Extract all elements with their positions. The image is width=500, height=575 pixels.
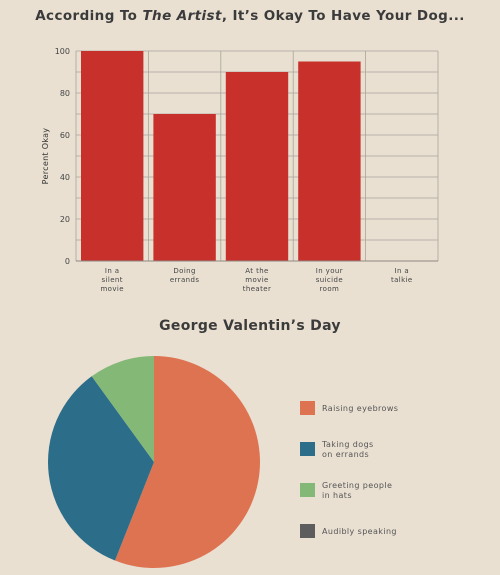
bar [153, 114, 216, 261]
legend-label: Audibly speaking [322, 527, 397, 536]
legend-label: Raising eyebrows [322, 404, 398, 413]
pie-chart-title: George Valentin’s Day [159, 318, 341, 334]
bar [81, 51, 144, 261]
pie-slice [47, 376, 154, 561]
legend-swatch [300, 442, 315, 456]
y-tick-label: 100 [55, 47, 70, 56]
legend-swatch [300, 524, 315, 538]
legend-label: Taking dogs [321, 440, 374, 449]
x-tick-label: In your [316, 267, 343, 275]
legend-label: on errands [322, 450, 369, 459]
bar-chart-title: According To The Artist, It’s Okay To Ha… [35, 8, 465, 24]
x-tick-label: movie [245, 276, 269, 284]
y-tick-label: 40 [60, 173, 70, 182]
x-tick-label: errands [170, 276, 200, 284]
pie-slice [114, 356, 260, 568]
x-tick-label: In a [394, 267, 409, 275]
legend-label: in hats [322, 491, 352, 500]
x-tick-label: In a [105, 267, 120, 275]
bar [225, 72, 289, 261]
y-tick-label: 0 [65, 257, 70, 266]
y-axis-label: Percent Okay [41, 128, 50, 185]
x-tick-label: room [320, 285, 340, 293]
x-tick-label: At the [245, 267, 269, 275]
x-tick-label: movie [100, 285, 124, 293]
y-tick-label: 80 [60, 89, 70, 98]
x-tick-label: theater [243, 285, 272, 293]
x-tick-label: talkie [391, 276, 413, 284]
y-tick-label: 20 [60, 215, 70, 224]
legend-swatch [300, 401, 315, 415]
legend-label: Greeting people [322, 481, 392, 490]
legend-swatch [300, 483, 315, 497]
bar [298, 61, 361, 261]
x-tick-label: suicide [316, 276, 343, 284]
y-tick-label: 60 [60, 131, 70, 140]
x-tick-label: Doing [173, 267, 196, 275]
pie-slice [91, 356, 154, 462]
x-tick-label: silent [101, 276, 122, 284]
